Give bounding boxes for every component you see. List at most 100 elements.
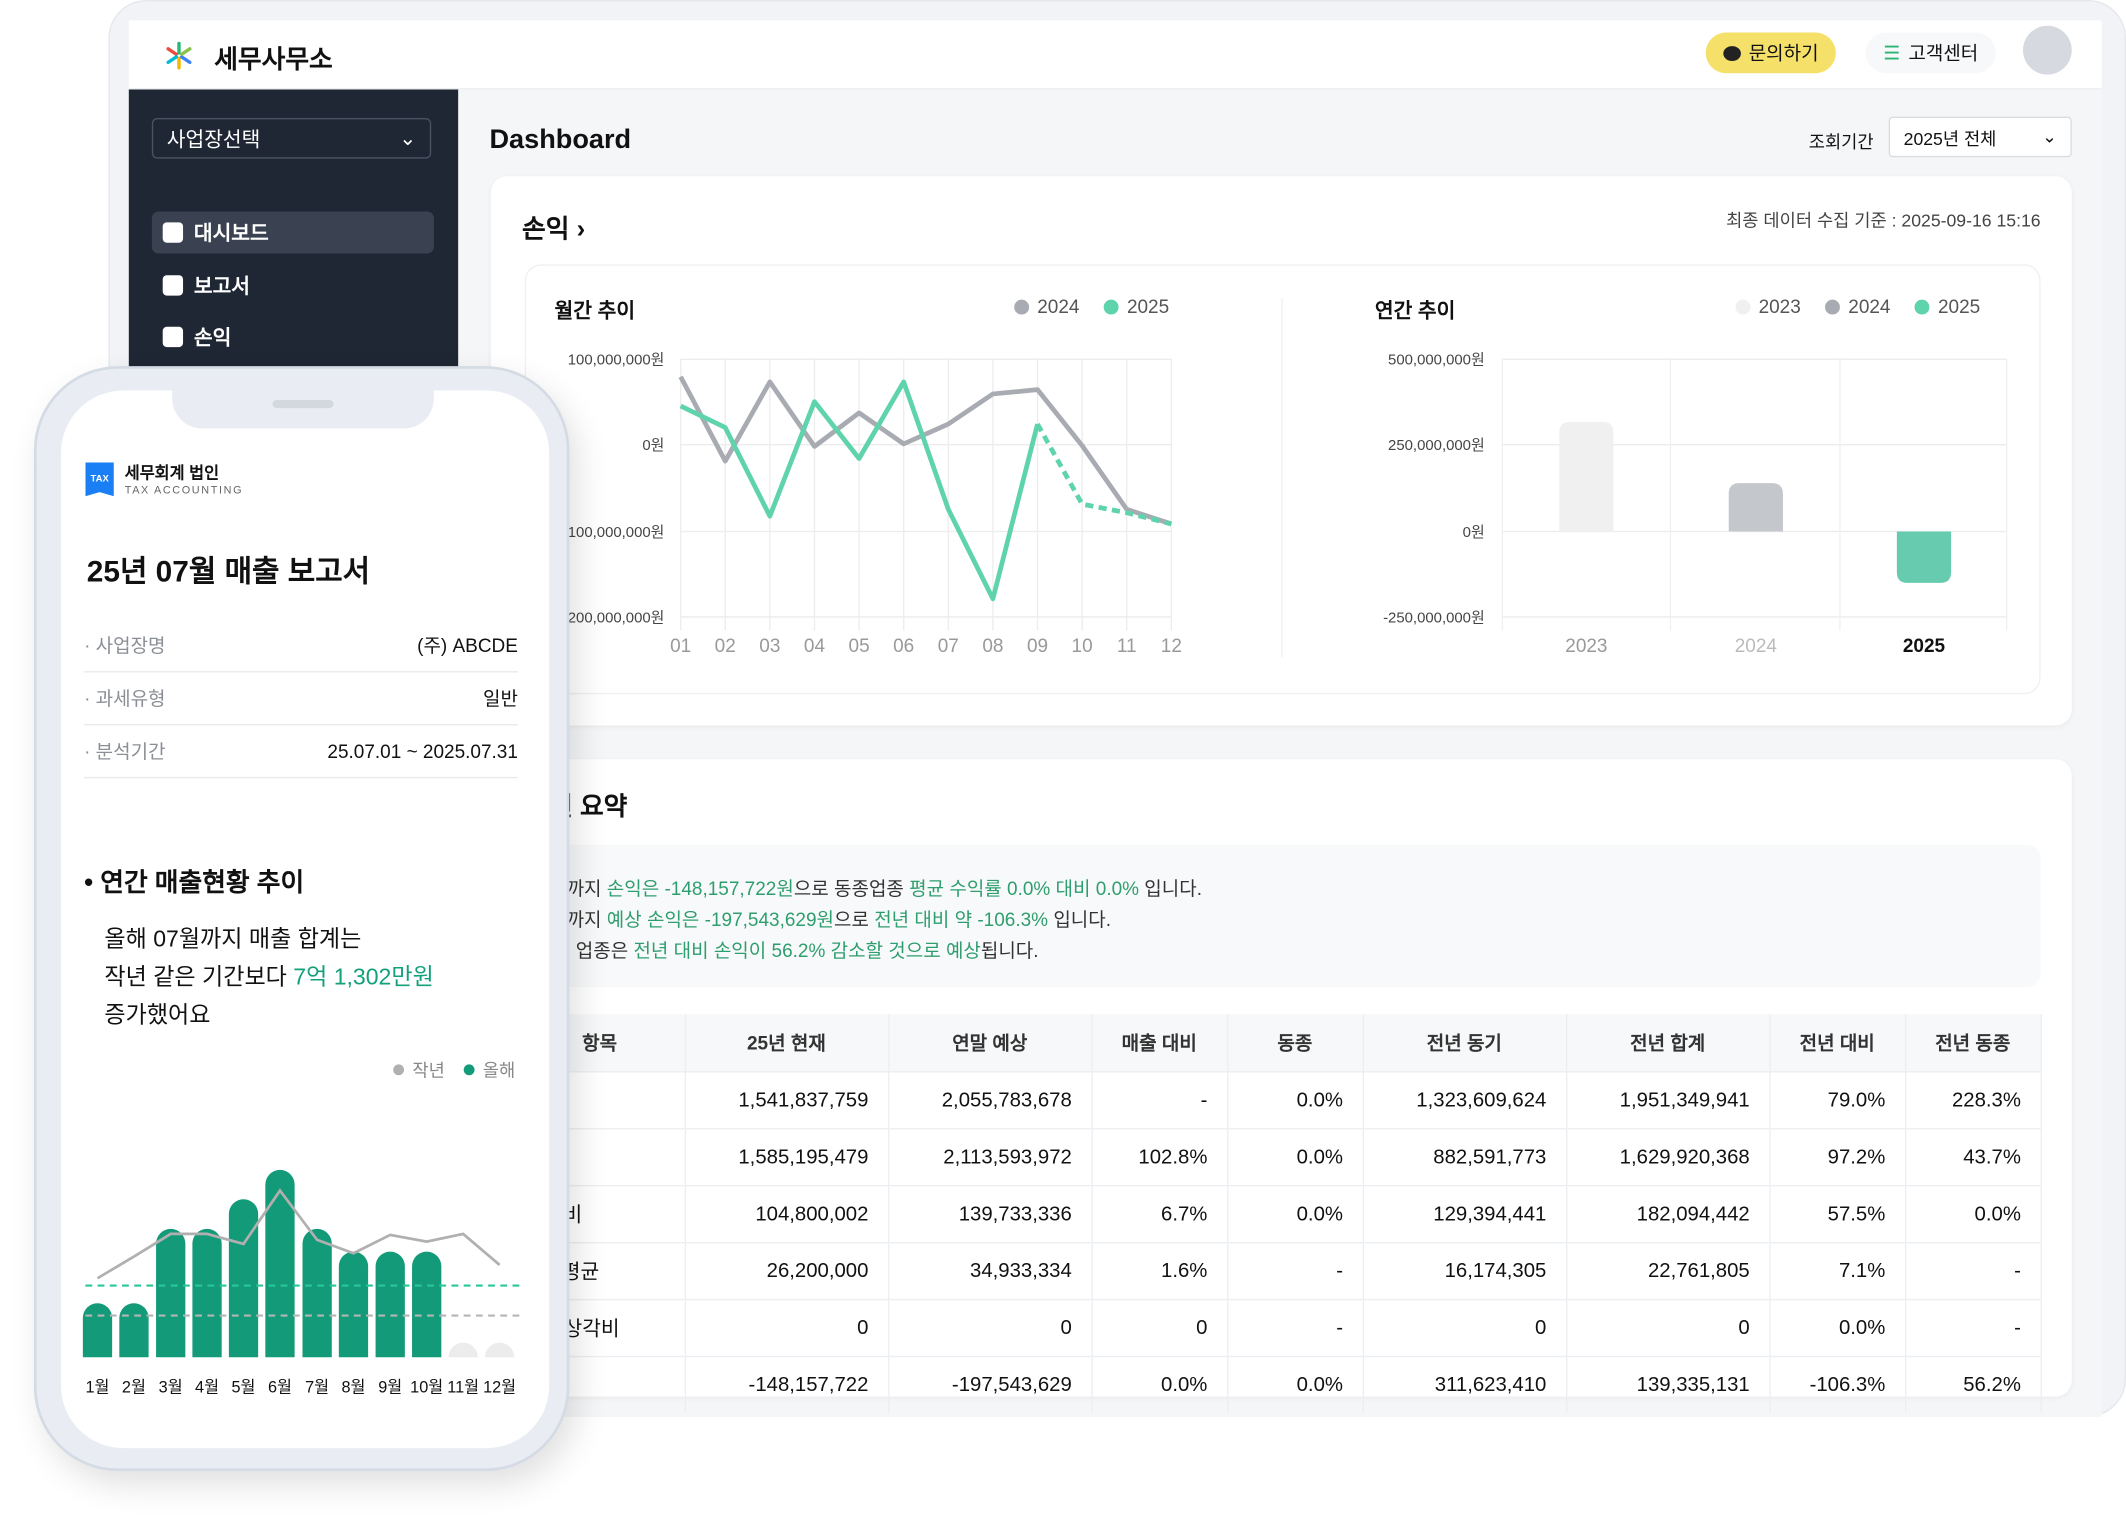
table-cell: 104,800,002 (684, 1185, 889, 1243)
chat-bubble-icon (1722, 45, 1741, 61)
sidebar-item-report[interactable]: 보고서 (152, 264, 434, 306)
trend-section-title: • 연간 매출현황 추이 (84, 869, 305, 898)
table-cell: 0.0% (1904, 1185, 2042, 1243)
y-tick-label: 250,000,000원 (1388, 437, 1485, 454)
chevron-down-icon: ⌄ (399, 127, 417, 151)
company-name: 세무회계 법인 (124, 463, 220, 483)
x-tick-label: 6월 (268, 1378, 292, 1396)
legend-label: 2024 (1848, 295, 1891, 318)
annual-chart-title: 연간 추이 (1374, 299, 1456, 323)
y-tick-label: 0원 (1463, 524, 1485, 541)
sidebar-item-label: 손익 (193, 326, 232, 350)
bar-1월 (82, 1303, 113, 1358)
bar-8월 (338, 1251, 369, 1358)
x-tick-label: 11 (1117, 636, 1137, 657)
table-cell: 97.2% (1769, 1128, 1906, 1186)
document-icon (162, 275, 184, 296)
divider (1281, 298, 1283, 658)
bar-7월 (302, 1228, 332, 1358)
column-header: 매출 대비 (1091, 1014, 1228, 1072)
table-cell: - (1091, 1071, 1228, 1129)
y-tick-label: -200,000,000원 (563, 609, 665, 626)
legend-label: 2023 (1758, 295, 1801, 318)
x-tick-label: 7월 (305, 1378, 329, 1396)
legend-dot-2023 (1735, 298, 1751, 314)
info-row: · 분석기간 25.07.01 ~ 2025.07.31 (84, 724, 518, 779)
user-avatar[interactable] (2022, 25, 2072, 75)
pl-table: 항목 25년 현재 연말 예상 매출 대비 동종 전년 동기 전년 합계 전년 대비 전년 동종… (515, 1014, 2042, 1413)
sidebar-item-label: 대시보드 (193, 222, 269, 246)
business-select-value: 사업장선택 (166, 128, 261, 152)
sidebar-item-pl[interactable]: 손익 (152, 316, 434, 358)
support-center-button[interactable]: ☰ 고객센터 (1865, 32, 1996, 74)
phone-legend: 작년 올해 (393, 1056, 515, 1082)
x-tick-label: 2024 (1735, 636, 1777, 657)
x-tick-label: 11월 (447, 1378, 479, 1396)
y-tick-label: -100,000,000원 (563, 524, 665, 541)
table-cell: 43.7% (1904, 1128, 2042, 1186)
info-row: · 사업장명 (주) ABCDE (84, 618, 518, 673)
business-select[interactable]: 사업장선택 ⌄ (151, 117, 432, 159)
column-header: 전년 대비 (1769, 1014, 1906, 1072)
y-tick-label: 0원 (642, 437, 664, 454)
x-tick-label: 4월 (195, 1378, 219, 1396)
bar-11월 (448, 1342, 478, 1358)
table-cell: 0.0% (1091, 1355, 1228, 1413)
table-row: 1인 평균26,200,00034,933,3341.6%-16,174,305… (515, 1241, 2042, 1300)
table-cell: - (1227, 1241, 1364, 1300)
x-tick-label: 5월 (232, 1378, 256, 1396)
legend-dot-2024 (1825, 298, 1841, 314)
x-tick-label: 2025 (1903, 636, 1946, 657)
table-cell: 1,629,920,368 (1566, 1128, 1771, 1186)
pl-section-link[interactable]: 손익 › (522, 209, 585, 246)
inquiry-button[interactable]: 문의하기 (1705, 32, 1836, 74)
table-cell: 1,323,609,624 (1362, 1071, 1567, 1129)
chevron-right-icon: › (576, 215, 586, 245)
table-cell: 7.1% (1769, 1241, 1906, 1300)
y-tick-label: -250,000,000원 (1383, 609, 1485, 626)
x-tick-label: 1월 (85, 1378, 109, 1396)
table-cell: 0 (1566, 1298, 1771, 1357)
table-cell: 2,055,783,678 (888, 1071, 1093, 1129)
menu-icon: ☰ (1883, 41, 1901, 64)
table-cell: 0.0% (1227, 1128, 1364, 1186)
home-icon (162, 222, 184, 243)
x-tick-label: 9월 (378, 1378, 402, 1396)
table-cell: 129,394,441 (1362, 1185, 1567, 1243)
bar-2월 (119, 1303, 149, 1358)
period-label: 조회기간 (1808, 131, 1874, 152)
x-tick-label: 10 (1072, 636, 1093, 657)
x-tick-label: 09 (1027, 636, 1048, 657)
pl-title: 손익 (522, 215, 570, 245)
bar-5월 (228, 1199, 259, 1358)
bar-10월 (412, 1251, 442, 1358)
legend-dot-2024 (1014, 298, 1030, 314)
x-tick-label: 06 (893, 636, 914, 657)
column-header: 전년 동기 (1362, 1014, 1567, 1072)
x-tick-label: 08 (982, 636, 1003, 657)
column-header: 전년 합계 (1566, 1014, 1771, 1072)
table-cell: -197,543,629 (888, 1355, 1093, 1413)
inquiry-label: 문의하기 (1748, 42, 1819, 64)
column-header: 전년 동종 (1904, 1014, 2042, 1072)
table-cell: 0 (1362, 1298, 1567, 1357)
table-cell: 22,761,805 (1566, 1241, 1771, 1300)
bar-9월 (375, 1251, 405, 1358)
sidebar-item-label: 보고서 (193, 275, 251, 299)
table-cell: 311,623,410 (1362, 1355, 1567, 1413)
table-cell: 0 (888, 1298, 1093, 1357)
table-cell: 139,335,131 (1566, 1355, 1771, 1413)
sidebar-item-dashboard[interactable]: 대시보드 (151, 211, 434, 254)
period-select[interactable]: 2025년 전체 ⌄ (1888, 116, 2072, 158)
table-cell: 182,094,442 (1566, 1185, 1771, 1243)
table-cell: -106.3% (1769, 1355, 1906, 1413)
x-tick-label: 01 (670, 636, 691, 657)
last-year-line (96, 1188, 501, 1280)
legend-dot-this (463, 1063, 475, 1075)
table-cell: -148,157,722 (684, 1355, 889, 1413)
table-cell: 1,585,195,479 (684, 1128, 889, 1186)
table-cell: 57.5% (1769, 1185, 1906, 1243)
series-forecast-line-2025 (1035, 422, 1172, 527)
